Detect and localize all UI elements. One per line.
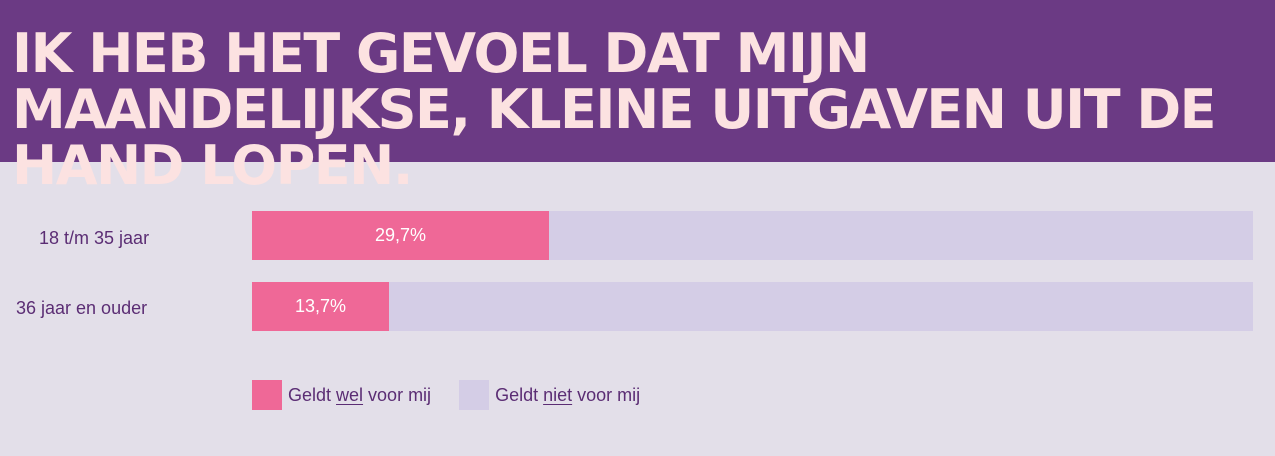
bar-value-36-plus: 13,7% bbox=[294, 296, 347, 316]
bar-track-18-35: 29,7% bbox=[252, 211, 1253, 260]
header-banner: IK HEB HET GEVOEL DAT MIJN MAANDELIJKSE,… bbox=[0, 0, 1275, 194]
chart-title: IK HEB HET GEVOEL DAT MIJN MAANDELIJKSE,… bbox=[12, 22, 1217, 197]
row-label-36-plus: 36 jaar en ouder bbox=[16, 298, 148, 318]
chart-area: 18 t/m 35 jaar 29,7% 36 jaar en ouder 13… bbox=[0, 162, 1275, 456]
row-label-18-35: 18 t/m 35 jaar bbox=[39, 228, 150, 248]
bar-wel-18-35: 29,7% bbox=[252, 211, 549, 260]
bar-track-36-plus: 13,7% bbox=[252, 282, 1253, 331]
legend-label-niet: Geldt niet voor mij bbox=[495, 384, 641, 405]
bar-wel-36-plus: 13,7% bbox=[252, 282, 389, 331]
legend-swatch-niet bbox=[459, 380, 490, 410]
legend-item-niet: Geldt niet voor mij bbox=[459, 380, 640, 410]
legend: Geldt wel voor mij Geldt niet voor mij bbox=[252, 380, 668, 410]
legend-label-wel: Geldt wel voor mij bbox=[288, 384, 432, 405]
legend-item-wel: Geldt wel voor mij bbox=[252, 380, 431, 410]
legend-swatch-wel bbox=[252, 380, 282, 410]
bar-value-18-35: 29,7% bbox=[374, 225, 427, 245]
